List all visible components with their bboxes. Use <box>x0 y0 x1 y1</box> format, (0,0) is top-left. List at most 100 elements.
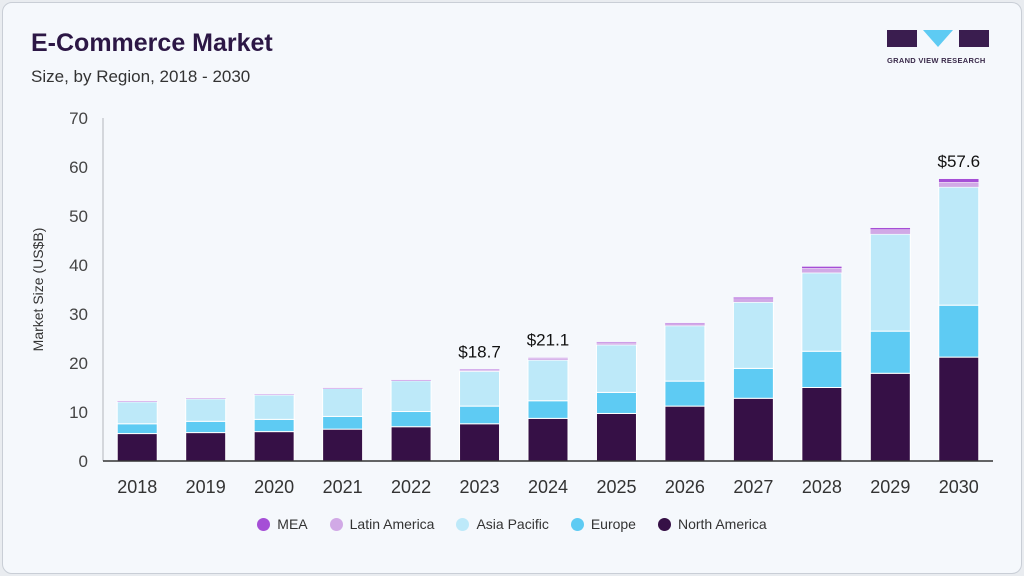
data-label: $18.7 <box>458 342 501 361</box>
x-tick-label: 2024 <box>528 477 568 497</box>
bar-segment-north-america <box>938 356 980 462</box>
legend-label: North America <box>677 516 767 532</box>
y-tick-label: 60 <box>69 158 88 177</box>
bar-segment-asia-pacific <box>938 186 980 306</box>
bar-segment-asia-pacific <box>664 325 706 382</box>
bar-segment-asia-pacific <box>185 398 227 422</box>
legend-item-north-america: North America <box>657 516 767 532</box>
bar-segment-mea <box>596 341 637 344</box>
legend-swatch-icon <box>329 517 343 531</box>
legend-item-latin-america: Latin America <box>329 516 435 532</box>
bar-segment-asia-pacific <box>595 344 637 393</box>
x-tick-label: 2027 <box>733 477 773 497</box>
legend-item-asia-pacific: Asia Pacific <box>456 516 549 532</box>
y-axis-label: Market Size (US$B) <box>30 228 46 352</box>
x-tick-label: 2020 <box>254 477 294 497</box>
bar-segment-north-america <box>732 397 774 462</box>
bar-segment-mea <box>185 397 226 400</box>
y-tick-label: 0 <box>79 452 88 471</box>
bar-segment-asia-pacific <box>322 387 364 417</box>
y-tick-label: 70 <box>69 109 88 128</box>
bar-segment-north-america <box>116 433 158 462</box>
legend-swatch-icon <box>570 517 584 531</box>
bar-segment-mea <box>527 357 569 359</box>
bar-segment-europe <box>185 420 227 434</box>
bar-segment-europe <box>253 418 295 433</box>
legend-item-mea: MEA <box>257 516 308 532</box>
bar-segment-north-america <box>185 432 227 462</box>
bar-segment-asia-pacific <box>459 370 501 407</box>
logo-mark-icon <box>887 30 989 47</box>
chart-title: E-Commerce Market <box>31 29 273 57</box>
bar-segment-europe <box>527 400 569 419</box>
bar-segment-latin-america <box>596 342 637 346</box>
legend-label: Latin America <box>349 516 435 532</box>
data-label: $21.1 <box>527 331 570 350</box>
legend-label: Asia Pacific <box>476 516 549 532</box>
legend-label: Europe <box>590 516 636 532</box>
y-tick-label: 30 <box>69 305 88 324</box>
legend-swatch-icon <box>456 517 470 531</box>
legend-item-europe: Europe <box>570 516 636 532</box>
legend-swatch-icon <box>657 517 671 531</box>
bar-segment-latin-america <box>938 181 979 188</box>
bar-segment-latin-america <box>733 298 774 303</box>
bar-segment-europe <box>116 423 158 435</box>
legend-label: MEA <box>277 516 308 532</box>
bar-segment-asia-pacific <box>527 359 569 402</box>
bar-segment-asia-pacific <box>390 380 432 413</box>
bar-segment-europe <box>938 304 980 358</box>
bar-segment-asia-pacific <box>732 301 774 369</box>
bar-segment-asia-pacific <box>801 272 843 352</box>
bar-segment-north-america <box>595 412 637 462</box>
bar-segment-mea <box>117 400 158 402</box>
legend: MEA Latin America Asia Pacific Europe North … <box>0 516 1024 532</box>
bar-segment-asia-pacific <box>253 394 295 420</box>
x-tick-label: 2018 <box>117 477 157 497</box>
bar-segment-north-america <box>664 405 706 462</box>
data-label: $57.6 <box>937 152 980 171</box>
bar-segment-north-america <box>869 372 911 462</box>
grand-view-research-logo: GRAND VIEW RESEARCH <box>887 30 989 65</box>
bar-segment-europe <box>664 380 706 407</box>
bar-segment-mea <box>733 297 774 300</box>
bar-segment-north-america <box>390 426 432 462</box>
bar-segment-latin-america <box>664 323 706 326</box>
x-tick-label: 2023 <box>460 477 500 497</box>
bar-segment-mea <box>253 393 295 396</box>
bar-segment-europe <box>595 391 637 414</box>
x-tick-label: 2019 <box>186 477 226 497</box>
bar-segment-mea <box>870 227 911 230</box>
x-tick-label: 2028 <box>802 477 842 497</box>
bar-segment-mea <box>801 266 843 269</box>
bar-segment-latin-america <box>870 229 911 235</box>
x-tick-label: 2025 <box>596 477 636 497</box>
bar-segment-mea <box>664 322 706 325</box>
bar-segment-north-america <box>322 428 364 462</box>
bar-segment-europe <box>459 405 501 425</box>
x-tick-label: 2026 <box>665 477 705 497</box>
bar-segment-latin-america <box>801 268 843 274</box>
bar-segment-asia-pacific <box>869 233 911 332</box>
bar-segment-north-america <box>253 431 295 462</box>
bar-segment-asia-pacific <box>116 401 158 425</box>
y-tick-label: 10 <box>69 403 88 422</box>
x-tick-label: 2021 <box>323 477 363 497</box>
bar-segment-europe <box>869 330 911 374</box>
y-tick-label: 40 <box>69 256 88 275</box>
bar-segment-mea <box>322 387 363 389</box>
x-tick-label: 2030 <box>939 477 979 497</box>
y-tick-label: 50 <box>69 207 88 226</box>
y-tick-label: 20 <box>69 354 88 373</box>
bar-segment-north-america <box>459 423 501 462</box>
logo-text: GRAND VIEW RESEARCH <box>887 56 986 65</box>
x-tick-label: 2029 <box>870 477 910 497</box>
bar-segment-europe <box>801 350 843 388</box>
legend-swatch-icon <box>257 517 271 531</box>
bar-segment-north-america <box>527 417 569 462</box>
bar-segment-mea <box>390 379 432 381</box>
chart-subtitle: Size, by Region, 2018 - 2030 <box>31 67 251 86</box>
bar-segment-north-america <box>801 387 843 462</box>
